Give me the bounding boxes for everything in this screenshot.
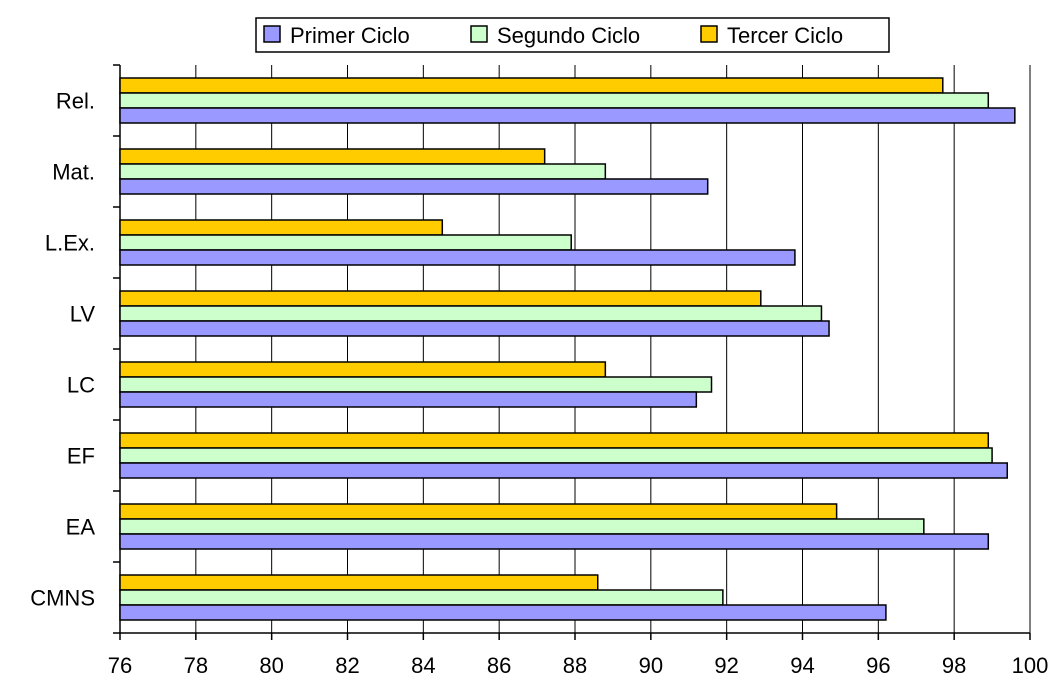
bar xyxy=(119,178,709,195)
bar xyxy=(119,219,444,236)
bar xyxy=(119,290,762,307)
bar xyxy=(119,604,887,621)
y-tick-label: Mat. xyxy=(52,160,95,185)
x-tick-label: 76 xyxy=(108,653,132,678)
y-tick-label: CMNS xyxy=(30,586,95,611)
legend-swatch xyxy=(470,25,488,43)
y-tick-label: EF xyxy=(67,444,95,469)
bar xyxy=(119,391,698,408)
x-tick-label: 78 xyxy=(184,653,208,678)
bar xyxy=(119,163,607,180)
bar xyxy=(119,503,838,520)
legend-box xyxy=(255,17,890,53)
bar xyxy=(119,148,546,165)
bar xyxy=(119,234,572,251)
bar xyxy=(119,518,925,535)
y-tick-label: LV xyxy=(70,302,96,327)
bar xyxy=(119,589,724,606)
x-tick-label: 82 xyxy=(335,653,359,678)
x-tick-label: 88 xyxy=(563,653,587,678)
x-tick-label: 84 xyxy=(411,653,435,678)
x-tick-label: 86 xyxy=(487,653,511,678)
x-tick-label: 80 xyxy=(259,653,283,678)
x-tick-label: 100 xyxy=(1012,653,1049,678)
x-tick-label: 98 xyxy=(942,653,966,678)
bar xyxy=(119,320,830,337)
bar xyxy=(119,574,599,591)
x-tick-label: 92 xyxy=(714,653,738,678)
y-tick-label: L.Ex. xyxy=(45,231,95,256)
bar xyxy=(119,249,796,266)
bar xyxy=(119,77,944,94)
bar xyxy=(119,462,1008,479)
y-tick-label: EA xyxy=(66,515,96,540)
bar xyxy=(119,305,823,322)
bar xyxy=(119,432,990,449)
bar xyxy=(119,92,990,109)
y-tick-label: LC xyxy=(67,373,95,398)
x-tick-label: 94 xyxy=(790,653,814,678)
y-tick-label: Rel. xyxy=(56,89,95,114)
x-tick-label: 96 xyxy=(866,653,890,678)
legend-label: Tercer Ciclo xyxy=(727,23,843,48)
legend-label: Segundo Ciclo xyxy=(497,23,640,48)
bar xyxy=(119,447,993,464)
bar xyxy=(119,533,990,550)
x-tick-label: 90 xyxy=(639,653,663,678)
legend-swatch xyxy=(700,25,718,43)
bar xyxy=(119,361,607,378)
bar xyxy=(119,107,1016,124)
legend-label: Primer Ciclo xyxy=(290,23,410,48)
bar xyxy=(119,376,713,393)
legend-swatch xyxy=(263,25,281,43)
